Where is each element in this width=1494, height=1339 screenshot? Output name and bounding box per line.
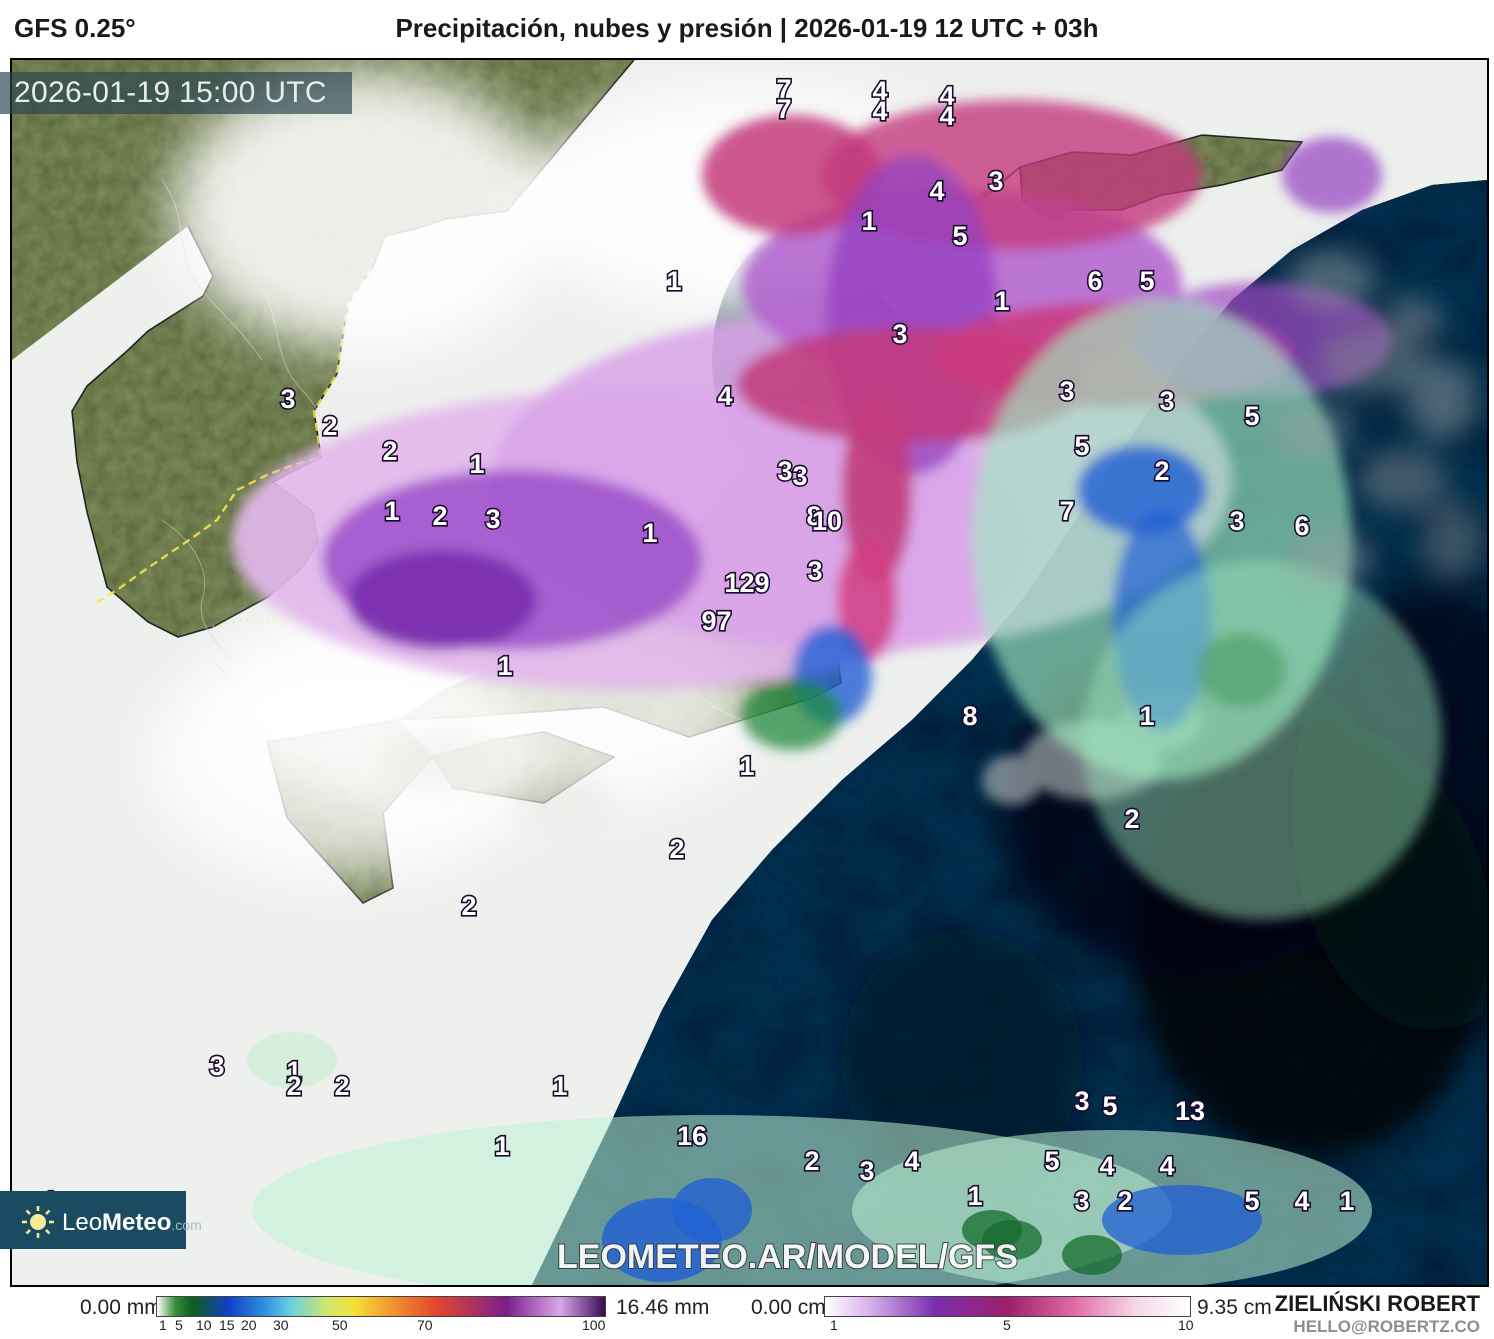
svg-text:5: 5 (1044, 1146, 1059, 1176)
svg-text:1: 1 (739, 751, 754, 781)
svg-text:5: 5 (1244, 1186, 1259, 1216)
svg-text:2: 2 (286, 1071, 301, 1101)
svg-text:3: 3 (1074, 1086, 1089, 1116)
svg-text:3: 3 (807, 556, 822, 586)
svg-text:4: 4 (717, 381, 732, 411)
svg-text:1: 1 (494, 1131, 509, 1161)
svg-text:2: 2 (669, 834, 684, 864)
svg-text:2: 2 (461, 891, 476, 921)
svg-text:7: 7 (716, 606, 731, 636)
svg-text:2: 2 (432, 501, 447, 531)
svg-text:3: 3 (892, 319, 907, 349)
svg-text:1: 1 (497, 651, 512, 681)
svg-text:1: 1 (642, 518, 657, 548)
svg-text:3: 3 (988, 166, 1003, 196)
svg-text:2: 2 (1154, 456, 1169, 486)
svg-text:4: 4 (939, 101, 954, 131)
svg-text:5: 5 (1102, 1091, 1117, 1121)
svg-text:13: 13 (1175, 1096, 1205, 1126)
svg-text:1: 1 (469, 449, 484, 479)
svg-text:4: 4 (1294, 1186, 1309, 1216)
svg-text:1: 1 (861, 206, 876, 236)
svg-text:129: 129 (724, 568, 769, 598)
svg-text:3: 3 (485, 504, 500, 534)
svg-text:3: 3 (1159, 386, 1174, 416)
svg-text:16: 16 (677, 1121, 707, 1151)
svg-text:4: 4 (1159, 1151, 1174, 1181)
svg-text:1: 1 (1139, 701, 1154, 731)
svg-text:9: 9 (701, 606, 716, 636)
svg-text:1: 1 (552, 1071, 567, 1101)
svg-text:2: 2 (382, 436, 397, 466)
svg-text:2: 2 (804, 1146, 819, 1176)
svg-text:1: 1 (666, 266, 681, 296)
svg-text:6: 6 (1294, 511, 1309, 541)
svg-text:1: 1 (994, 286, 1009, 316)
svg-text:5: 5 (1244, 401, 1259, 431)
svg-text:5: 5 (1074, 431, 1089, 461)
svg-text:10: 10 (812, 506, 842, 536)
svg-text:7: 7 (1059, 496, 1074, 526)
svg-text:4: 4 (872, 96, 887, 126)
svg-text:5: 5 (1139, 266, 1154, 296)
svg-text:LEOMETEO.AR/MODEL/GFS: LEOMETEO.AR/MODEL/GFS (557, 1238, 1018, 1276)
svg-text:3: 3 (1229, 506, 1244, 536)
svg-text:3: 3 (1059, 376, 1074, 406)
svg-text:8: 8 (962, 701, 977, 731)
svg-text:4: 4 (929, 176, 944, 206)
svg-text:3: 3 (792, 461, 807, 491)
svg-text:1: 1 (1339, 1186, 1354, 1216)
svg-text:6: 6 (1087, 266, 1102, 296)
svg-text:4: 4 (1099, 1151, 1114, 1181)
svg-text:1: 1 (967, 1181, 982, 1211)
svg-text:4: 4 (904, 1146, 919, 1176)
svg-text:3: 3 (777, 456, 792, 486)
svg-text:2: 2 (334, 1071, 349, 1101)
svg-text:3: 3 (280, 384, 295, 414)
svg-text:7: 7 (776, 94, 791, 124)
svg-text:3: 3 (209, 1051, 224, 1081)
svg-text:2: 2 (1124, 804, 1139, 834)
svg-text:2: 2 (322, 411, 337, 441)
svg-text:5: 5 (952, 221, 967, 251)
svg-text:1: 1 (384, 496, 399, 526)
svg-text:2: 2 (1117, 1186, 1132, 1216)
svg-text:3: 3 (1074, 1186, 1089, 1216)
svg-text:3: 3 (859, 1156, 874, 1186)
